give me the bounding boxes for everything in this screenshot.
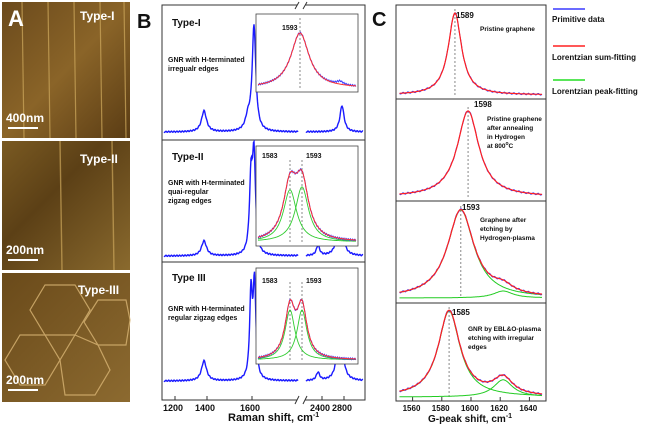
afm-image-type-3 bbox=[2, 273, 130, 402]
legend-label-peak: Lorentzian peak-fitting bbox=[552, 87, 638, 96]
c-row-4-peak-fit-2 bbox=[399, 379, 543, 398]
c-row-3-desc-1: Graphene after bbox=[480, 217, 527, 224]
type-1-desc-line-2: irregualr edges bbox=[168, 66, 219, 73]
c-row-3-desc-3: Hydrogen-plasma bbox=[480, 235, 535, 242]
inset-type-1: 1593 bbox=[255, 13, 359, 93]
inset-2-peak-label-2: 1593 bbox=[306, 153, 322, 160]
inset-type-3: 1583 1593 bbox=[255, 267, 359, 365]
c-row-4-sum-fit bbox=[399, 309, 543, 395]
c-row-4-desc-1: GNR by EBL&O-plasma bbox=[468, 326, 541, 333]
legend-label-data: Primitive data bbox=[552, 15, 605, 24]
panel-b-xticks: 1200 1400 1600 2400 2800 bbox=[163, 396, 352, 413]
inset-3-sum-fit bbox=[257, 298, 356, 360]
afm-type-1-scale: 400nm bbox=[6, 111, 44, 125]
c-row-2-desc-2: after annealing bbox=[487, 125, 533, 132]
inset-3-peak-fit-2 bbox=[258, 309, 356, 360]
afm-type-3-scale: 200nm bbox=[6, 373, 44, 387]
panel-c-xlabel: G-peak shift, cm-1 bbox=[428, 413, 512, 425]
type-2-desc-line-1: GNR with H-terminated bbox=[168, 180, 245, 187]
type-3-desc-line-1: GNR with H-terminated bbox=[168, 306, 245, 313]
panel-b-letter: B bbox=[137, 11, 151, 33]
c-row-4-peak-fit-1 bbox=[399, 310, 542, 396]
inset-3-peak-fit-1 bbox=[257, 309, 356, 361]
c-row-1-peak: 1589 bbox=[456, 11, 474, 20]
c-row-2-sum-fit bbox=[399, 110, 543, 195]
type-2-desc-line-3: zigzag edges bbox=[168, 198, 212, 205]
afm-ribbons-type-1 bbox=[21, 1, 127, 139]
c-row-4-peak: 1585 bbox=[452, 308, 470, 317]
afm-type-2-label: Type-II bbox=[80, 152, 118, 166]
axis-break-top-mark-2 bbox=[302, 1, 308, 10]
afm-type-3-label: Type-III bbox=[78, 283, 119, 297]
axis-break-gap bbox=[297, 395, 305, 405]
panel-c-curves bbox=[399, 9, 543, 398]
c-row-3-peak: 1593 bbox=[462, 203, 480, 212]
c-row-2-desc-3: in Hydrogen bbox=[487, 134, 525, 141]
afm-hexagon-pattern bbox=[4, 284, 131, 396]
legend-label-sum: Lorentzian sum-fitting bbox=[552, 53, 636, 62]
b-xtick-label: 2400 bbox=[310, 403, 330, 413]
type-2-title: Type-II bbox=[172, 152, 204, 163]
c-row-1-sum-fit bbox=[399, 12, 542, 95]
c-xtick-label: 1640 bbox=[519, 404, 537, 413]
axis-break-gap-top bbox=[297, 1, 305, 10]
axis-break-top-mark-1 bbox=[294, 1, 300, 10]
c-row-2-peak: 1598 bbox=[474, 100, 492, 109]
c-xtick-label: 1580 bbox=[432, 404, 450, 413]
legend: Primitive data Lorentzian sum-fitting Lo… bbox=[552, 8, 638, 96]
inset-3-peak-label-1: 1583 bbox=[262, 278, 278, 285]
inset-1-sum-fit bbox=[257, 32, 357, 87]
type-2-desc-line-2: quai-regular bbox=[168, 189, 209, 196]
b-xtick-label: 2800 bbox=[332, 403, 352, 413]
inset-2-peak-fit-2 bbox=[258, 186, 356, 242]
c-row-2-desc-1: Pristine graphene bbox=[487, 116, 542, 123]
afm-type-2-scale: 200nm bbox=[6, 243, 44, 257]
afm-image-type-2 bbox=[2, 141, 130, 270]
c-row-4-desc-3: edges bbox=[468, 344, 487, 351]
c-row-2-desc-4: at 800oC bbox=[487, 141, 514, 150]
c-xtick-label: 1560 bbox=[403, 404, 421, 413]
panel-a-letter: A bbox=[8, 6, 24, 31]
inset-1-peak-label: 1593 bbox=[282, 25, 298, 32]
c-row-4-desc-2: etching with irregular bbox=[468, 335, 535, 342]
c-row-3-sum-fit bbox=[399, 208, 543, 295]
c-xtick-label: 1600 bbox=[461, 404, 479, 413]
afm-type-1-label: Type-I bbox=[80, 9, 114, 23]
panel-b: B 1200 1400 1600 2400 2800 Raman shift, cm-1… bbox=[137, 1, 366, 424]
inset-type-2: 1583 1593 bbox=[255, 145, 359, 247]
panel-c: C 1560 1580 1600 1620 1640 G-peak shift, cm-… bbox=[372, 4, 547, 425]
inset-3-peak-label-2: 1593 bbox=[306, 278, 322, 285]
c-row-1-desc: Pristine graphene bbox=[480, 26, 535, 33]
c-xtick-label: 1620 bbox=[490, 404, 508, 413]
inset-2-peak-label-1: 1583 bbox=[262, 153, 278, 160]
type-3-title: Type III bbox=[172, 273, 206, 284]
spectrum-type-1 bbox=[163, 24, 364, 134]
panel-c-xticks: 1560 1580 1600 1620 1640 bbox=[403, 397, 538, 413]
type-1-title: Type-I bbox=[172, 18, 201, 29]
b-xtick-label: 1400 bbox=[195, 403, 215, 413]
panel-b-frame bbox=[161, 4, 366, 401]
panel-c-letter: C bbox=[372, 9, 386, 31]
c-row-3-desc-2: etching by bbox=[480, 226, 513, 233]
b-xtick-label: 1200 bbox=[163, 403, 183, 413]
b-xtick-label: 1600 bbox=[240, 403, 260, 413]
axis-break-mark-1 bbox=[294, 395, 300, 405]
spectrum-type-3 bbox=[163, 271, 364, 383]
afm-ribbons-type-2 bbox=[59, 140, 115, 271]
type-3-desc-line-2: regular zigzag edges bbox=[168, 315, 237, 322]
c-row-3-peak-fit-2 bbox=[399, 290, 542, 299]
panel-b-xlabel: Raman shift, cm-1 bbox=[228, 412, 319, 424]
type-1-desc-line-1: GNR with H-terminated bbox=[168, 57, 245, 64]
axis-break-mark-2 bbox=[302, 395, 308, 405]
panel-a: A Type-I 400nm Type-II 200nm Type-III 20… bbox=[2, 1, 131, 402]
inset-2-peak-fit-1 bbox=[257, 189, 356, 242]
inset-2-sum-fit bbox=[257, 169, 357, 241]
